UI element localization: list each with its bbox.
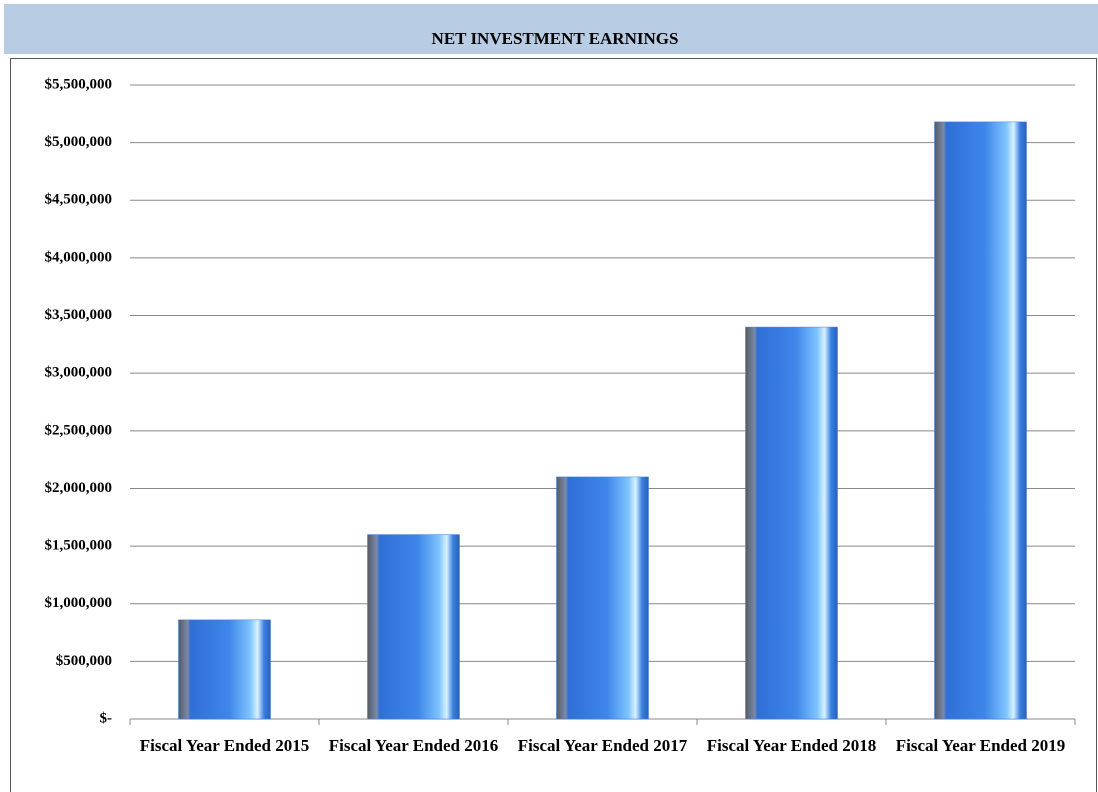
bar <box>934 121 1027 720</box>
x-tick-label: Fiscal Year Ended 2015 <box>139 736 310 755</box>
y-tick-label: $5,000,000 <box>45 134 113 150</box>
y-tick-label: $3,000,000 <box>45 365 113 381</box>
y-tick-label: $2,000,000 <box>45 480 113 496</box>
bar <box>556 476 649 720</box>
x-tick-label: Fiscal Year Ended 2018 <box>706 736 877 755</box>
bar <box>178 619 271 720</box>
bar <box>745 326 838 720</box>
x-tick-label: Fiscal Year Ended 2017 <box>517 736 688 755</box>
y-tick-label: $1,500,000 <box>45 538 113 554</box>
chart-border <box>10 58 1097 792</box>
chart-title: NET INVESTMENT EARNINGS <box>432 29 679 48</box>
y-tick-label: $2,500,000 <box>45 422 113 438</box>
y-tick-label: $500,000 <box>56 653 112 669</box>
y-tick-label: $1,000,000 <box>45 595 113 611</box>
x-tick-label: Fiscal Year Ended 2016 <box>328 736 499 755</box>
y-tick-label: $4,000,000 <box>45 249 113 265</box>
y-tick-label: $- <box>100 710 113 726</box>
title-bar <box>4 4 1098 54</box>
y-tick-label: $3,500,000 <box>45 307 113 323</box>
y-tick-label: $5,500,000 <box>45 76 113 92</box>
y-tick-label: $4,500,000 <box>45 192 113 208</box>
bar <box>367 534 460 720</box>
x-tick-label: Fiscal Year Ended 2019 <box>895 736 1066 755</box>
